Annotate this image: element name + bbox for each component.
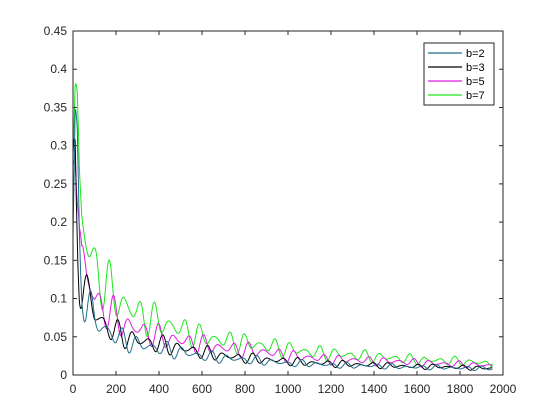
y-tick-label: 0.3 xyxy=(50,139,67,153)
x-tick-label: 1200 xyxy=(318,382,345,396)
y-tick-label: 0 xyxy=(60,368,67,382)
series-layer xyxy=(72,83,493,371)
legend-label: b=7 xyxy=(466,90,485,102)
y-tick-label: 0.2 xyxy=(50,215,67,229)
x-tick-label: 400 xyxy=(149,382,169,396)
x-tick-label: 0 xyxy=(70,382,77,396)
legend-label: b=5 xyxy=(466,76,485,88)
y-tick-label: 0.15 xyxy=(44,253,68,267)
x-tick-label: 1800 xyxy=(447,382,474,396)
x-tick-label: 600 xyxy=(192,382,212,396)
legend-label: b=2 xyxy=(466,48,485,60)
y-tick-label: 0.1 xyxy=(50,292,67,306)
x-tick-label: 1600 xyxy=(404,382,431,396)
legend: b=2 b=3 b=5 b=7 xyxy=(423,42,495,106)
y-tick-label: 0.4 xyxy=(50,62,67,76)
y-tick-label: 0.45 xyxy=(44,24,68,38)
x-tick-label: 200 xyxy=(106,382,126,396)
x-tick-label: 1000 xyxy=(275,382,302,396)
x-tick-label: 2000 xyxy=(490,382,517,396)
legend-label: b=3 xyxy=(466,62,485,74)
y-tick-label: 0.35 xyxy=(44,100,68,114)
series-line-b-2 xyxy=(72,108,493,371)
axes-layer: 0 200 400 600 800 1000 1200 1400 1600 1800 2000 0 0.… xyxy=(44,24,517,396)
x-tick-label: 1400 xyxy=(361,382,388,396)
series-line-b-3 xyxy=(72,138,493,371)
y-tick-label: 0.05 xyxy=(44,330,68,344)
x-tick-label: 800 xyxy=(235,382,255,396)
series-line-b-7 xyxy=(72,83,493,368)
y-tick-label: 0.25 xyxy=(44,177,68,191)
